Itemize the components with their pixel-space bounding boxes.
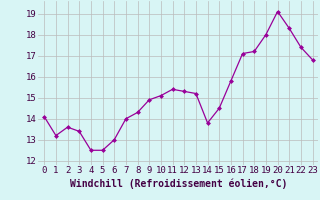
X-axis label: Windchill (Refroidissement éolien,°C): Windchill (Refroidissement éolien,°C) xyxy=(70,178,287,189)
